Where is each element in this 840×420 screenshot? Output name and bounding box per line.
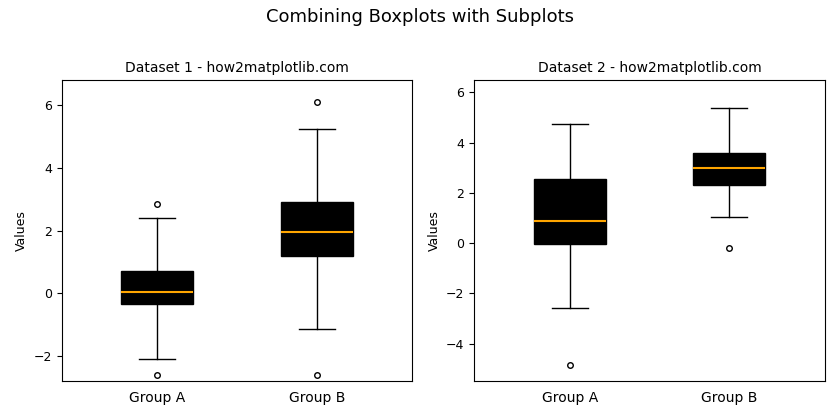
Y-axis label: Values: Values bbox=[428, 210, 440, 251]
PathPatch shape bbox=[122, 271, 193, 304]
PathPatch shape bbox=[281, 202, 353, 256]
Title: Dataset 2 - how2matplotlib.com: Dataset 2 - how2matplotlib.com bbox=[538, 60, 761, 75]
Text: Combining Boxplots with Subplots: Combining Boxplots with Subplots bbox=[266, 8, 574, 26]
Y-axis label: Values: Values bbox=[15, 210, 28, 251]
PathPatch shape bbox=[534, 179, 606, 244]
Title: Dataset 1 - how2matplotlib.com: Dataset 1 - how2matplotlib.com bbox=[125, 60, 349, 75]
PathPatch shape bbox=[694, 153, 765, 185]
